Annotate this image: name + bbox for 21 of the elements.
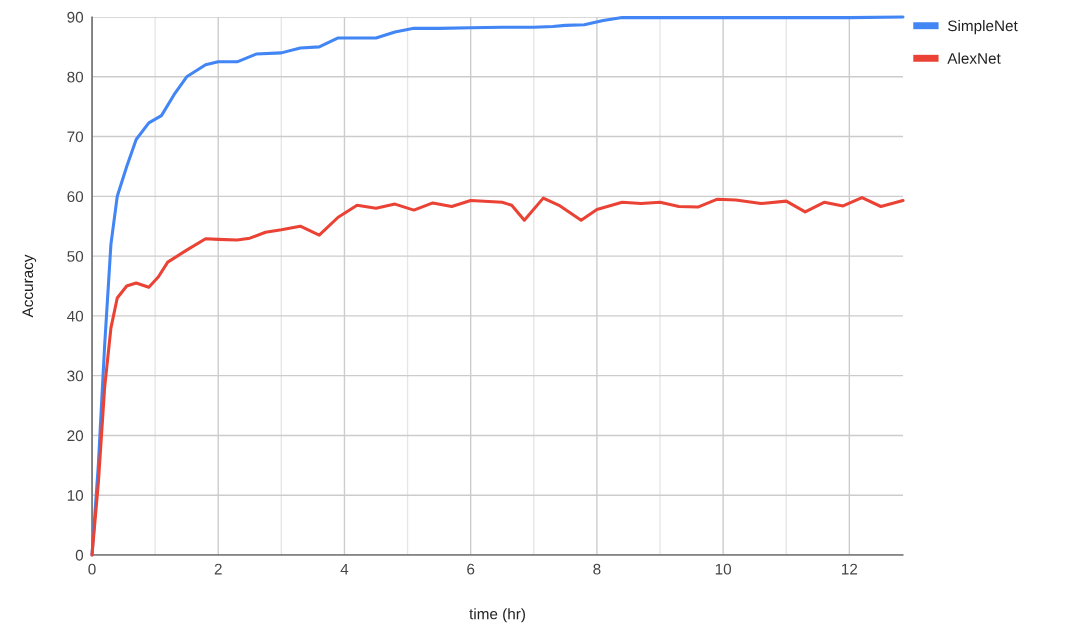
y-tick-label: 50 bbox=[67, 250, 84, 262]
x-tick-label: 4 bbox=[340, 563, 349, 575]
y-axis-title: Accuracy bbox=[22, 254, 37, 318]
x-axis-title: time (hr) bbox=[469, 608, 525, 623]
y-tick-label: 0 bbox=[75, 549, 84, 561]
x-tick-label: 2 bbox=[214, 563, 222, 575]
y-tick-label: 40 bbox=[67, 310, 84, 322]
legend-label: AlexNet bbox=[947, 52, 1001, 64]
y-tick-label: 30 bbox=[67, 370, 84, 382]
legend-label: SimpleNet bbox=[948, 19, 1018, 35]
y-tick-label: 10 bbox=[67, 490, 84, 501]
x-tick-label: 12 bbox=[842, 563, 858, 575]
y-tick-label: 20 bbox=[67, 430, 84, 442]
y-tick-label: 80 bbox=[67, 71, 84, 83]
y-tick-label: 60 bbox=[67, 191, 84, 203]
x-tick-label: 8 bbox=[593, 563, 601, 575]
y-tick-label: 90 bbox=[67, 11, 84, 23]
y-tick-label: 70 bbox=[67, 131, 84, 143]
x-tick-label: 10 bbox=[715, 563, 732, 575]
x-tick-label: 6 bbox=[467, 563, 475, 575]
x-tick-label: 0 bbox=[88, 563, 96, 575]
